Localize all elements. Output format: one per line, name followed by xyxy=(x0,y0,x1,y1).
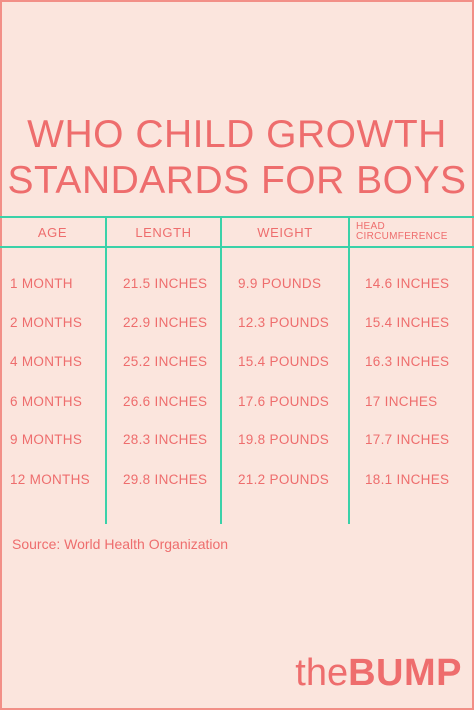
table-cell: 17 INCHES xyxy=(365,394,438,409)
table-cell: 1 MONTH xyxy=(10,276,73,291)
table-cell: 15.4 POUNDS xyxy=(238,354,330,369)
table-top-rule xyxy=(0,216,474,218)
table-cell: 28.3 INCHES xyxy=(123,432,208,447)
column-divider xyxy=(348,216,350,524)
table-cell: 18.1 INCHES xyxy=(365,472,450,487)
column-divider xyxy=(220,216,222,524)
table-cell: 15.4 INCHES xyxy=(365,315,450,330)
title-line-2: STANDARDS FOR BOYS xyxy=(7,159,467,202)
source-note: Source: World Health Organization xyxy=(12,536,229,552)
table-cell: 12 MONTHS xyxy=(10,472,90,487)
table-cell: 6 MONTHS xyxy=(10,394,83,409)
table-cell: 17.6 POUNDS xyxy=(238,394,330,409)
table-header-rule xyxy=(0,246,474,248)
logo-prefix: the xyxy=(295,652,349,694)
header-weight: WEIGHT xyxy=(257,224,313,240)
table-cell: 4 MONTHS xyxy=(10,354,83,369)
table-cell: 19.8 POUNDS xyxy=(238,432,330,447)
table-cell: 22.9 INCHES xyxy=(123,315,208,330)
logo-brand: BUMP xyxy=(348,652,462,694)
table-cell: 9 MONTHS xyxy=(10,432,83,447)
the-bump-logo: theBUMP xyxy=(295,651,462,695)
table-cell: 9.9 POUNDS xyxy=(238,276,322,291)
table-cell: 25.2 INCHES xyxy=(123,354,208,369)
table-cell: 2 MONTHS xyxy=(10,315,83,330)
header-head-circumference: HEAD CIRCUMFERENCE xyxy=(356,221,448,242)
table-cell: 17.7 INCHES xyxy=(365,432,450,447)
table-cell: 29.8 INCHES xyxy=(123,472,208,487)
header-length: LENGTH xyxy=(135,224,192,240)
header-age: AGE xyxy=(37,224,68,240)
table-cell: 26.6 INCHES xyxy=(123,394,208,409)
title-line-1: WHO CHILD GROWTH xyxy=(27,113,447,156)
column-divider xyxy=(105,216,107,524)
table-cell: 12.3 POUNDS xyxy=(238,315,330,330)
growth-table: AGE LENGTH WEIGHT HEAD CIRCUMFERENCE 1 M… xyxy=(0,216,474,524)
table-cell: 21.5 INCHES xyxy=(123,276,208,291)
page-title: WHO CHILD GROWTH STANDARDS FOR BOYS xyxy=(0,112,474,204)
table-cell: 14.6 INCHES xyxy=(365,276,450,291)
table-cell: 21.2 POUNDS xyxy=(238,472,330,487)
table-cell: 16.3 INCHES xyxy=(365,354,450,369)
